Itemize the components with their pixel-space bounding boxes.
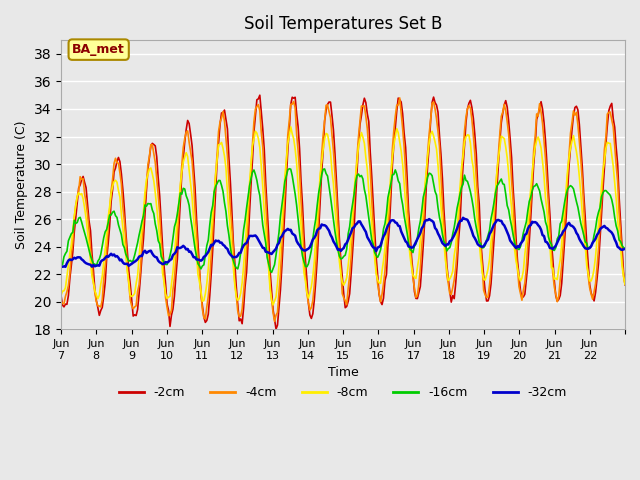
-2cm — [350, 227, 358, 233]
-8cm — [546, 242, 554, 248]
-2cm — [621, 282, 629, 288]
-4cm — [546, 228, 554, 234]
-2cm — [620, 269, 627, 275]
Text: BA_met: BA_met — [72, 43, 125, 56]
-8cm — [287, 124, 294, 130]
-16cm — [268, 269, 275, 275]
-4cm — [349, 228, 356, 234]
-2cm — [76, 182, 84, 188]
-32cm — [349, 225, 356, 231]
-16cm — [76, 215, 84, 220]
X-axis label: Time: Time — [328, 366, 358, 379]
-32cm — [459, 215, 467, 221]
-32cm — [620, 247, 627, 252]
-32cm — [57, 264, 65, 269]
Line: -32cm: -32cm — [61, 218, 625, 267]
-2cm — [256, 92, 264, 98]
-4cm — [76, 174, 84, 180]
-16cm — [285, 166, 293, 172]
-4cm — [620, 273, 627, 279]
-32cm — [78, 256, 86, 262]
-4cm — [57, 298, 65, 304]
-16cm — [620, 244, 627, 250]
Line: -2cm: -2cm — [61, 95, 625, 329]
-32cm — [462, 216, 470, 222]
-8cm — [269, 302, 277, 308]
Line: -16cm: -16cm — [61, 169, 625, 272]
-4cm — [396, 95, 404, 101]
-2cm — [546, 212, 554, 217]
-16cm — [621, 246, 629, 252]
-16cm — [546, 239, 554, 244]
-4cm — [271, 319, 278, 324]
-8cm — [350, 188, 358, 193]
-32cm — [95, 263, 103, 268]
-8cm — [620, 274, 627, 279]
-16cm — [94, 258, 102, 264]
Line: -8cm: -8cm — [61, 127, 625, 305]
-32cm — [59, 264, 67, 270]
Legend: -2cm, -4cm, -8cm, -16cm, -32cm: -2cm, -4cm, -8cm, -16cm, -32cm — [114, 381, 572, 404]
-2cm — [57, 293, 65, 299]
-4cm — [621, 281, 629, 287]
-4cm — [94, 303, 102, 309]
-32cm — [621, 246, 629, 252]
-2cm — [94, 305, 102, 311]
-8cm — [621, 281, 629, 287]
-2cm — [272, 326, 280, 332]
-16cm — [462, 178, 470, 183]
-8cm — [76, 192, 84, 198]
-8cm — [57, 292, 65, 298]
Title: Soil Temperatures Set B: Soil Temperatures Set B — [244, 15, 442, 33]
-4cm — [462, 114, 470, 120]
Y-axis label: Soil Temperature (C): Soil Temperature (C) — [15, 120, 28, 249]
Line: -4cm: -4cm — [61, 98, 625, 322]
-16cm — [57, 263, 65, 268]
-8cm — [462, 134, 470, 140]
-16cm — [350, 192, 358, 197]
-8cm — [94, 296, 102, 301]
-2cm — [462, 120, 470, 125]
-32cm — [546, 245, 554, 251]
